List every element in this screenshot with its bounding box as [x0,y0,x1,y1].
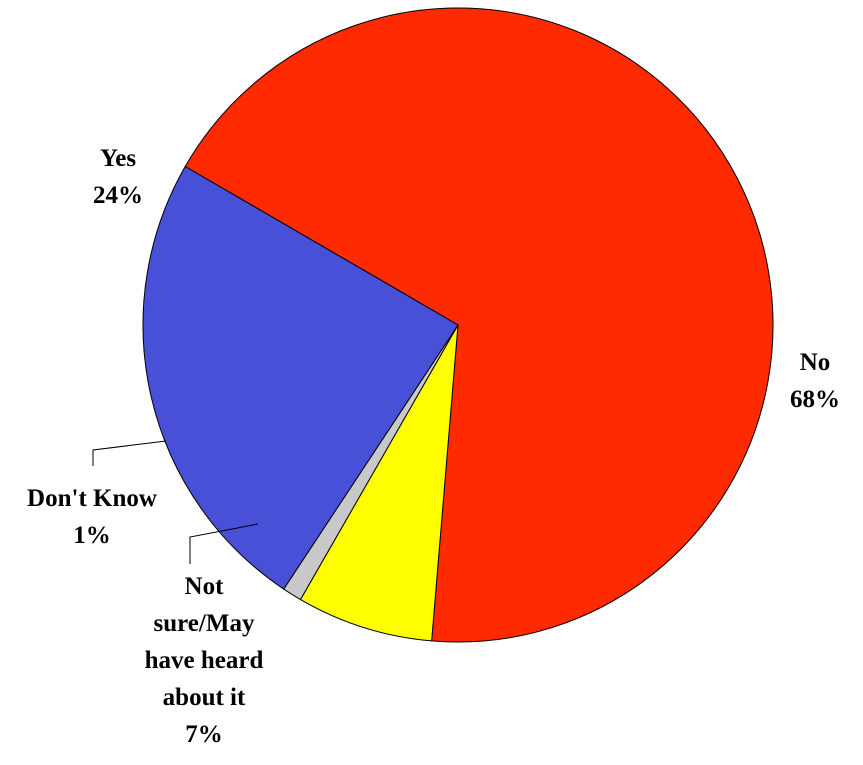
pie-slice-no [184,7,774,643]
slice-labels: No 68% Not sure/May have heard about it 7% Don'… [27,145,840,748]
pie-slices [142,7,774,643]
slice-name-line: about it [163,684,246,711]
leader-line-don-t-know [92,440,167,466]
pie-slice-not-sure-may-have-heard-about-it [299,324,459,642]
slice-name-line: have heard [145,647,264,674]
slice-percent-label: 7% [185,721,223,748]
leader-line-not-sure-may-have-heard-about-it [189,523,259,564]
slice-label-not-sure-may-have-heard-about-it: Not sure/May have heard about it 7% [145,573,264,748]
slice-name-line: Not [185,573,225,600]
slice-name-line: Yes [100,145,136,172]
slice-label-yes: Yes 24% [93,145,143,209]
slice-label-no: No 68% [790,349,840,413]
leader-lines [92,440,259,564]
slice-percent-label: 24% [93,182,143,209]
slice-name-line: No [800,349,831,376]
slice-name-line: sure/May [154,610,255,637]
slice-name-line: Don't Know [27,485,157,512]
slice-percent-label: 1% [73,522,111,549]
pie-slice-yes [142,165,459,590]
slice-label-don-t-know: Don't Know 1% [27,485,157,549]
slice-percent-label: 68% [790,386,840,413]
